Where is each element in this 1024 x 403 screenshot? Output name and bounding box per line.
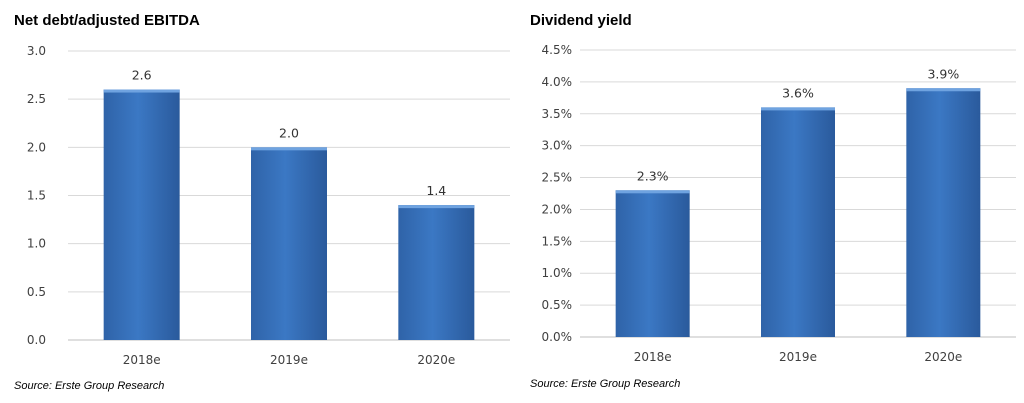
chart-plot-dividend-yield: 0.0% 0.5% 1.0% 1.5% 2.0% 2.5% 3.0% 3.5% 4.0% 4.5%… [542,43,1016,364]
y-tick-label: 3.5% [542,107,573,121]
y-tick-label: 2.0 [27,140,46,154]
chart-net-debt-ebitda: Net debt/adjusted EBITDA 0.0 0.5 1.0 1.5 2.0… [14,12,510,392]
x-tick-label: 2020e [924,350,962,364]
x-tick-label: 2020e [417,353,455,367]
y-tick-label: 1.0 [27,237,46,251]
y-tick-label: 1.5 [27,189,46,203]
data-label: 2.3% [637,168,669,183]
y-tick-label: 2.5% [542,171,573,185]
bar-highlight [103,89,180,93]
bar [251,147,327,340]
data-label: 1.4 [426,183,446,198]
x-tick-label: 2018e [634,350,672,364]
bar-highlight [251,147,327,151]
bar-highlight [761,107,835,111]
y-tick-label: 2.5 [27,92,46,106]
bar [615,190,690,337]
bar-highlight [906,88,981,92]
chart-title: Dividend yield [530,12,632,29]
bar [761,107,835,338]
y-tick-label: 2.0% [542,202,573,216]
y-tick-label: 1.0% [542,266,573,280]
bar [906,88,981,338]
chart-dividend-yield: Dividend yield 0.0% 0.5% 1.0% 1.5% 2.0% 2.5% 3… [512,0,1024,403]
bar [103,89,180,341]
bar [398,205,475,340]
chart-plot-net-debt: 0.0 0.5 1.0 1.5 2.0 2.5 3.0 2.6 2018e 2.0 2019e 1.4… [27,44,510,367]
y-tick-label: 0.0% [542,330,573,344]
x-tick-label: 2019e [270,353,308,367]
y-tick-label: 4.5% [542,43,573,57]
data-label: 2.6 [132,68,152,83]
y-tick-label: 0.5 [27,285,46,299]
source-note: Source: Erste Group Research [14,380,165,392]
y-tick-label: 3.0 [27,44,46,58]
y-tick-label: 0.5% [542,298,573,312]
chart-title: Net debt/adjusted EBITDA [14,12,200,29]
data-label: 2.0 [279,125,299,140]
bar-highlight [398,205,475,209]
y-tick-label: 0.0 [27,333,46,347]
source-note: Source: Erste Group Research [530,378,681,390]
data-label: 3.6% [782,85,814,100]
x-tick-label: 2018e [123,353,161,367]
y-tick-label: 4.0% [542,75,573,89]
y-tick-label: 1.5% [542,234,573,248]
y-tick-label: 3.0% [542,139,573,153]
data-label: 3.9% [927,66,959,81]
x-tick-label: 2019e [779,350,817,364]
bar-highlight [615,190,690,194]
